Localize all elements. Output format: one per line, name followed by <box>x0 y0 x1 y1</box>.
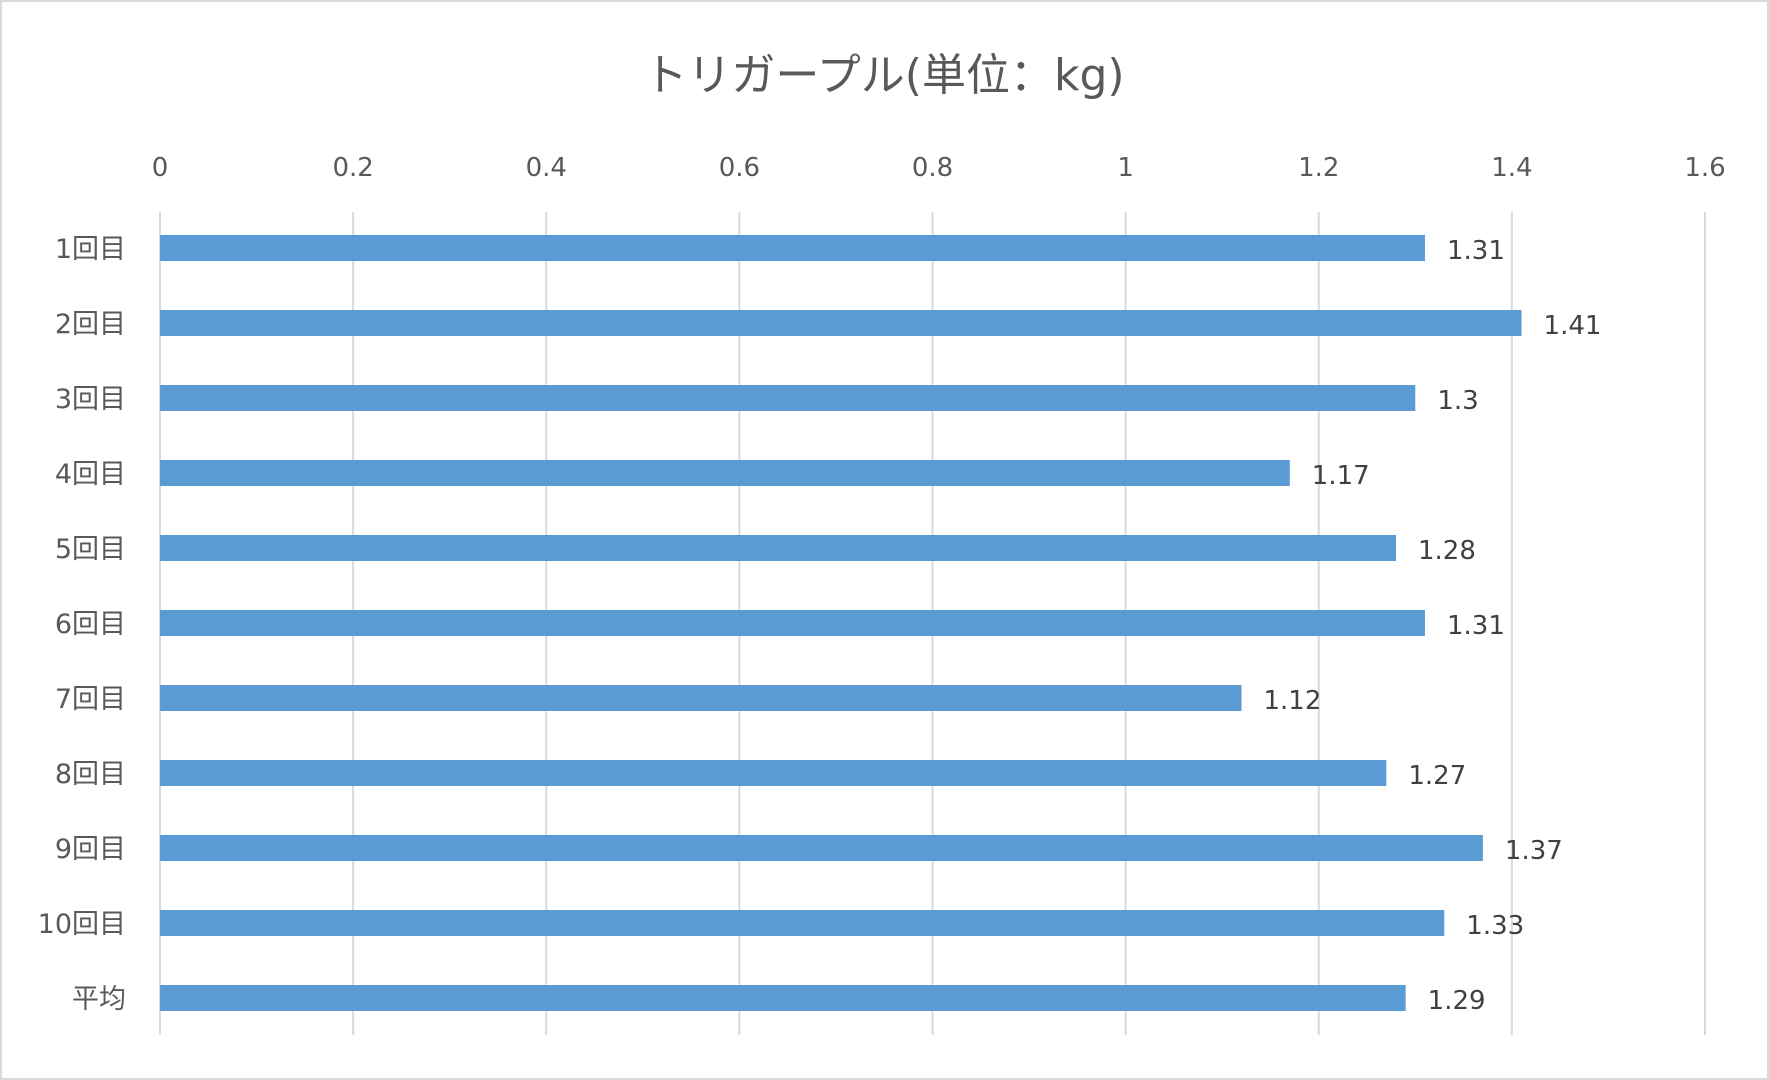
data-label: 1.28 <box>1418 536 1476 566</box>
x-tick-label: 1.2 <box>1298 153 1339 183</box>
category-label: 9回目 <box>55 834 126 865</box>
chart-title: トリガープル(単位：kg) <box>643 50 1124 101</box>
category-label: 6回目 <box>55 609 126 640</box>
data-label: 1.33 <box>1466 911 1524 941</box>
x-tick-label: 0.4 <box>526 153 567 183</box>
bar <box>160 310 1522 336</box>
bar <box>160 910 1445 936</box>
category-label: 3回目 <box>55 384 126 415</box>
bar <box>160 760 1387 786</box>
category-label: 10回目 <box>38 909 126 940</box>
data-label: 1.31 <box>1447 236 1505 266</box>
category-label: 1回目 <box>55 234 126 265</box>
bar <box>160 985 1406 1011</box>
x-tick-label: 0.8 <box>912 153 953 183</box>
x-tick-label: 0.2 <box>332 153 373 183</box>
category-label: 8回目 <box>55 759 126 790</box>
data-label: 1.41 <box>1544 311 1602 341</box>
x-tick-label: 1.6 <box>1684 153 1725 183</box>
data-label: 1.29 <box>1428 986 1486 1016</box>
x-tick-label: 1 <box>1117 153 1134 183</box>
category-label: 5回目 <box>55 534 126 565</box>
x-tick-label: 1.4 <box>1491 153 1532 183</box>
bar <box>160 835 1483 861</box>
data-label: 1.27 <box>1408 761 1466 791</box>
bar <box>160 460 1290 486</box>
data-label: 1.17 <box>1312 461 1370 491</box>
bar <box>160 685 1242 711</box>
data-label: 1.12 <box>1264 686 1322 716</box>
category-label: 平均 <box>72 984 126 1015</box>
bar <box>160 385 1416 411</box>
bar <box>160 535 1396 561</box>
data-label: 1.37 <box>1505 836 1563 866</box>
data-label: 1.31 <box>1447 611 1505 641</box>
category-label: 4回目 <box>55 459 126 490</box>
data-label: 1.3 <box>1437 386 1478 416</box>
x-tick-label: 0 <box>152 153 169 183</box>
category-label: 7回目 <box>55 684 126 715</box>
category-label: 2回目 <box>55 309 126 340</box>
x-tick-label: 0.6 <box>719 153 760 183</box>
bar <box>160 610 1425 636</box>
bar <box>160 235 1425 261</box>
